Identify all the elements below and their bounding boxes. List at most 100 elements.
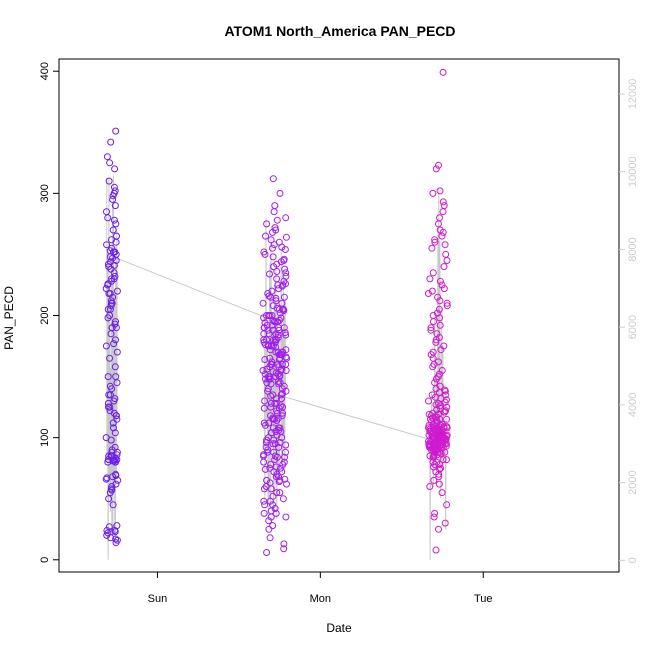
- y-right-tick-label: 6000: [627, 315, 639, 339]
- data-point: [267, 412, 274, 420]
- data-point: [271, 452, 279, 460]
- data-point: [259, 367, 267, 374]
- data-point: [441, 241, 449, 249]
- data-point: [111, 187, 119, 195]
- y-left-tick-label: 0: [39, 557, 51, 563]
- data-point: [435, 480, 443, 488]
- data-point: [267, 360, 275, 368]
- data-point: [278, 434, 286, 442]
- data-point: [108, 452, 116, 460]
- data-point: [267, 236, 275, 244]
- data-point: [428, 287, 436, 295]
- y-left-tick-label: 200: [39, 306, 51, 324]
- data-point: [443, 415, 451, 423]
- data-point: [111, 443, 119, 451]
- data-point: [106, 159, 114, 167]
- data-point: [264, 326, 272, 334]
- data-point: [438, 281, 446, 289]
- data-point: [113, 287, 121, 295]
- data-point: [108, 236, 115, 244]
- data-point: [261, 501, 269, 509]
- data-point: [269, 253, 277, 261]
- data-point: [267, 485, 275, 493]
- data-point: [265, 373, 272, 381]
- y-right-tick-label: 12000: [627, 79, 639, 110]
- data-point: [260, 404, 268, 412]
- data-point: [109, 419, 117, 427]
- data-point: [269, 501, 276, 509]
- data-point: [438, 367, 446, 374]
- data-point: [262, 232, 269, 240]
- data-point: [282, 346, 290, 354]
- data-point: [438, 232, 446, 240]
- data-point: [280, 293, 288, 301]
- data-point: [433, 418, 441, 426]
- data-point: [112, 220, 120, 228]
- data-point: [273, 268, 281, 275]
- data-point: [268, 321, 276, 329]
- data-point: [439, 68, 447, 76]
- data-point: [441, 519, 449, 527]
- data-point: [260, 330, 268, 338]
- x-tick-label: Mon: [310, 593, 331, 605]
- data-point: [428, 244, 436, 252]
- data-point: [260, 509, 268, 517]
- data-point: [271, 336, 279, 344]
- data-point: [430, 513, 438, 521]
- data-point: [432, 546, 440, 554]
- data-point: [439, 198, 447, 206]
- data-point: [269, 440, 277, 448]
- data-point: [277, 391, 285, 399]
- data-point: [435, 426, 443, 434]
- data-point: [268, 312, 276, 319]
- data-point: [112, 535, 120, 543]
- data-point: [443, 403, 451, 411]
- data-point: [430, 432, 438, 440]
- data-point: [433, 458, 441, 466]
- data-point: [280, 305, 287, 313]
- data-point: [439, 456, 447, 464]
- data-point: [431, 509, 439, 517]
- data-point: [275, 238, 283, 246]
- data-point: [280, 382, 288, 390]
- data-point: [276, 189, 284, 197]
- data-point: [112, 470, 120, 478]
- data-point: [275, 356, 283, 363]
- data-point: [273, 216, 281, 224]
- data-point: [281, 246, 289, 253]
- data-point: [432, 338, 440, 346]
- data-point: [443, 456, 450, 464]
- data-point: [273, 489, 281, 497]
- data-point: [431, 238, 439, 246]
- data-point: [278, 348, 286, 356]
- data-point: [427, 324, 435, 332]
- data-point: [437, 464, 445, 472]
- data-point: [442, 250, 450, 258]
- data-point: [103, 527, 111, 534]
- y-axis-label: PAN_PECD: [2, 286, 16, 350]
- data-point: [282, 233, 290, 241]
- data-point: [440, 263, 448, 271]
- data-point: [282, 513, 290, 521]
- x-axis-label: Date: [326, 621, 352, 635]
- data-point: [266, 270, 273, 278]
- x-tick-label: Tue: [474, 593, 493, 605]
- data-point: [436, 277, 444, 285]
- y-left-tick-label: 100: [39, 428, 51, 446]
- data-point: [278, 360, 286, 368]
- data-point: [434, 425, 442, 433]
- data-point: [273, 395, 280, 403]
- data-point: [271, 202, 279, 210]
- data-point: [113, 232, 120, 240]
- data-point: [443, 424, 451, 432]
- data-point: [280, 458, 288, 466]
- data-point: [281, 265, 289, 273]
- data-point: [429, 269, 437, 277]
- data-point: [442, 391, 449, 399]
- data-point: [111, 363, 119, 371]
- data-point: [277, 314, 285, 322]
- data-point: [425, 410, 433, 418]
- data-point: [433, 330, 441, 338]
- data-point: [438, 489, 446, 497]
